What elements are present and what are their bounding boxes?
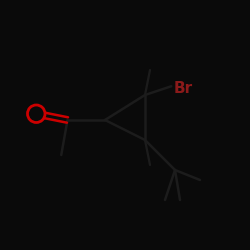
Text: Br: Br	[174, 81, 193, 96]
